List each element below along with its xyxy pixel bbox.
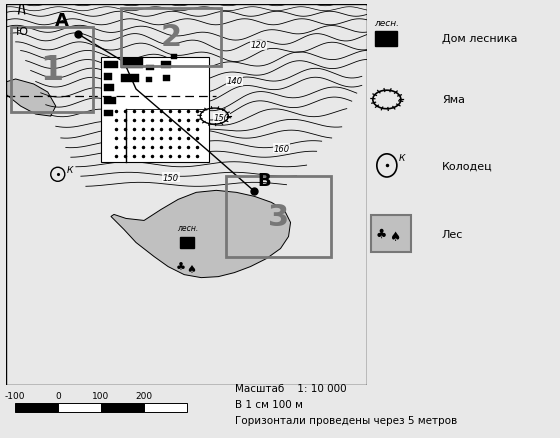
Text: B: B — [258, 172, 271, 190]
Text: 120: 120 — [250, 41, 267, 50]
Text: 150: 150 — [213, 114, 230, 123]
Bar — [104, 98, 116, 105]
Bar — [144, 403, 187, 412]
Text: 200: 200 — [136, 391, 152, 400]
Bar — [121, 75, 139, 83]
Text: Колодец: Колодец — [442, 161, 493, 171]
Text: ♣: ♣ — [375, 228, 386, 240]
Text: 3: 3 — [268, 202, 289, 231]
Text: Горизонтали проведены через 5 метров: Горизонтали проведены через 5 метров — [235, 415, 458, 425]
Text: В 1 см 100 м: В 1 см 100 м — [235, 399, 303, 409]
Text: Ю: Ю — [16, 27, 27, 37]
Bar — [101, 403, 144, 412]
Text: Масштаб    1: 10 000: Масштаб 1: 10 000 — [235, 383, 347, 393]
Text: 2: 2 — [161, 23, 181, 52]
Bar — [371, 215, 411, 253]
Bar — [121, 59, 143, 69]
Text: 100: 100 — [92, 391, 110, 400]
Text: Дом лесника: Дом лесника — [442, 34, 517, 44]
Bar — [171, 55, 177, 60]
Text: A: A — [55, 12, 69, 30]
Bar — [146, 66, 154, 71]
Bar — [180, 238, 194, 248]
Text: К: К — [67, 166, 73, 174]
Bar — [226, 177, 330, 257]
Text: К: К — [399, 153, 405, 162]
Bar — [58, 403, 101, 412]
Text: 150: 150 — [163, 173, 179, 182]
Bar — [104, 74, 112, 81]
Bar — [163, 76, 170, 82]
Bar — [104, 62, 118, 69]
Text: 0: 0 — [55, 391, 61, 400]
Text: лесн.: лесн. — [374, 18, 399, 28]
Text: ♠: ♠ — [389, 230, 400, 243]
Bar — [146, 78, 152, 83]
Text: 1: 1 — [40, 54, 63, 87]
Text: Яма: Яма — [442, 95, 465, 105]
Bar — [15, 403, 58, 412]
Bar — [121, 9, 221, 67]
Bar — [104, 111, 113, 117]
Polygon shape — [6, 80, 56, 117]
Text: 160: 160 — [273, 144, 290, 153]
Text: Лес: Лес — [442, 229, 463, 239]
Text: ♠: ♠ — [186, 264, 196, 274]
Text: 140: 140 — [226, 77, 242, 86]
Bar — [104, 85, 114, 92]
Text: лесн.: лесн. — [178, 224, 199, 233]
Bar — [11, 28, 93, 113]
Bar — [375, 32, 397, 47]
Text: -100: -100 — [4, 391, 25, 400]
Text: ♣: ♣ — [176, 262, 186, 272]
Bar — [161, 62, 171, 69]
Bar — [101, 58, 209, 163]
Polygon shape — [111, 191, 291, 278]
